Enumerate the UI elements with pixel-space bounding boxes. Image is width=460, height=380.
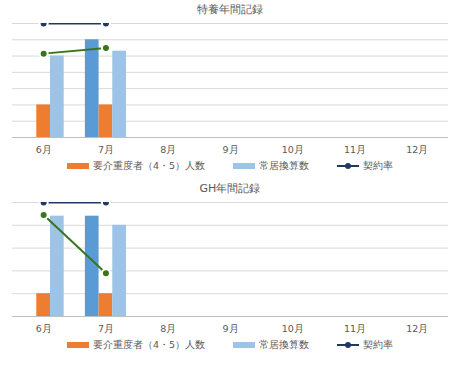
html-text:契約率: 契約率 bbox=[363, 338, 393, 350]
svg-text:10月: 10月 bbox=[282, 323, 304, 334]
svg-text:11月: 11月 bbox=[344, 323, 366, 334]
html-text:要介重度者（4・5）人数: 要介重度者（4・5）人数 bbox=[93, 338, 205, 350]
html-text:常居換算数: 常居換算数 bbox=[259, 338, 309, 350]
svg-text:6月: 6月 bbox=[36, 323, 52, 334]
html-text:特養年間記録: 特養年間記録 bbox=[197, 3, 263, 16]
html-text:要介重度者（4・5）人数: 要介重度者（4・5）人数 bbox=[93, 159, 205, 171]
html-text:常居換算数: 常居換算数 bbox=[259, 159, 309, 171]
svg-text:6月: 6月 bbox=[36, 144, 52, 155]
svg-text:7月: 7月 bbox=[98, 144, 114, 155]
html-text:GH年間記録: GH年間記録 bbox=[199, 182, 261, 195]
svg-text:9月: 9月 bbox=[222, 144, 238, 155]
svg-text:12月: 12月 bbox=[406, 144, 428, 155]
svg-text:7月: 7月 bbox=[98, 323, 114, 334]
svg-text:12月: 12月 bbox=[406, 323, 428, 334]
svg-text:8月: 8月 bbox=[160, 144, 176, 155]
html-text:契約率: 契約率 bbox=[363, 159, 393, 171]
svg-text:10月: 10月 bbox=[282, 144, 304, 155]
svg-text:8月: 8月 bbox=[160, 323, 176, 334]
svg-text:9月: 9月 bbox=[222, 323, 238, 334]
svg-text:11月: 11月 bbox=[344, 144, 366, 155]
